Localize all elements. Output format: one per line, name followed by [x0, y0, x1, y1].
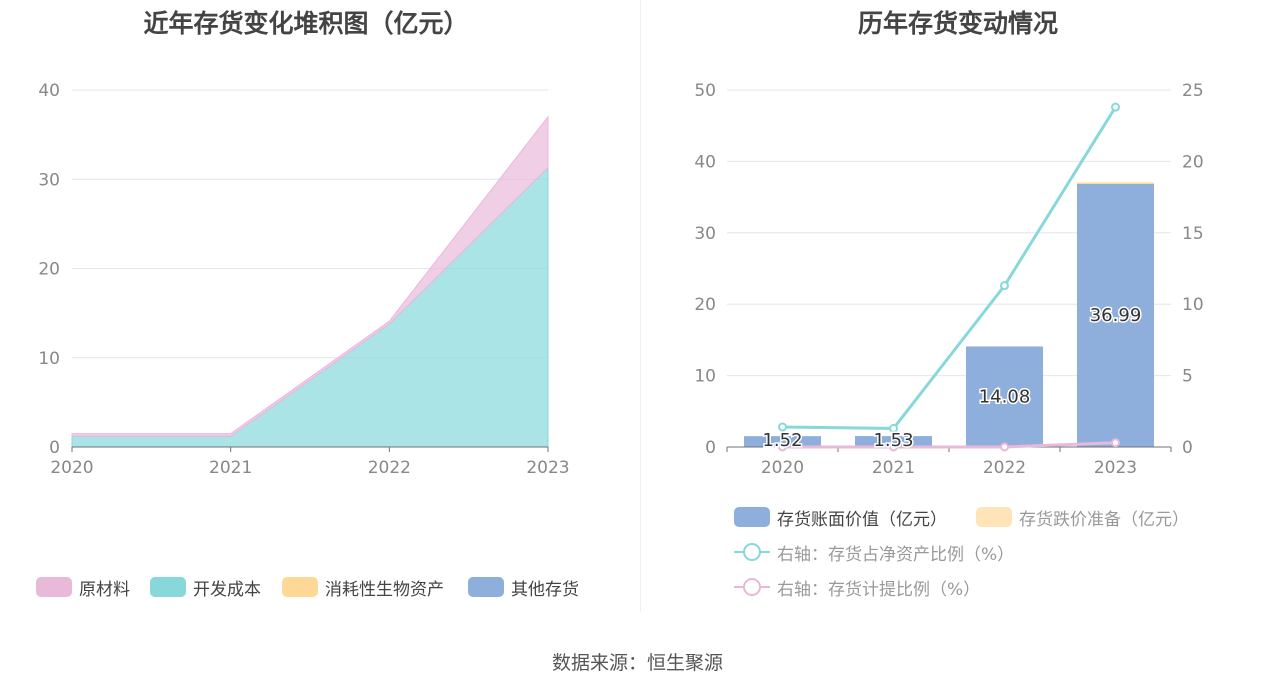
line-point: [778, 422, 787, 432]
line-point: [1000, 442, 1009, 452]
legend-item-net-asset-ratio[interactable]: 右轴：存货占净资产比例（%）: [734, 540, 1015, 565]
legend-line-swatch: [734, 542, 770, 562]
y2-tick-label: 15: [1182, 224, 1204, 244]
line-point: [778, 442, 787, 452]
line-point: [889, 423, 898, 433]
legend-swatch: [976, 507, 1012, 527]
legend-swatch: [734, 507, 770, 527]
legend-item-impairment-provision[interactable]: 存货跌价准备（亿元）: [976, 505, 1189, 530]
bar-data-label: 14.08: [979, 387, 1031, 408]
x-tick-label: 2021: [872, 458, 915, 478]
legend-swatch: [36, 577, 72, 597]
legend-label: 右轴：存货计提比例（%）: [777, 579, 981, 600]
y-tick-label: 30: [694, 224, 716, 244]
panel-divider: [640, 0, 641, 612]
legend-swatch: [150, 577, 186, 597]
left-stacked-area-chart: 0 10 20 30 40 2020 2021 2022 2023: [38, 81, 569, 478]
y-tick-label: 0: [49, 438, 60, 458]
y2-tick-label: 20: [1182, 152, 1204, 172]
legend-label: 右轴：存货占净资产比例（%）: [777, 544, 1015, 565]
y-tick-label: 0: [705, 438, 716, 458]
legend-label: 原材料: [79, 579, 130, 600]
bar-impairment-provision: [1077, 182, 1154, 185]
y-tick-label: 10: [38, 349, 60, 369]
x-tick-label: 2020: [50, 458, 93, 478]
y2-tick-label: 5: [1182, 367, 1193, 387]
x-tick-label: 2022: [368, 458, 411, 478]
legend-label: 存货跌价准备（亿元）: [1019, 509, 1189, 530]
line-point: [1000, 281, 1009, 291]
y2-tick-label: 10: [1182, 295, 1204, 315]
x-tick-label: 2020: [761, 458, 804, 478]
y-tick-label: 40: [694, 152, 716, 172]
left-chart-panel: 近年存货变化堆积图（亿元） 0 10 20 30 40 2020 2021 2022 2023 …: [0, 0, 640, 612]
x-tick-label: 2023: [1094, 458, 1137, 478]
y-tick-label: 40: [38, 81, 60, 101]
bar-book-value: [855, 436, 932, 447]
y-tick-label: 20: [694, 295, 716, 315]
legend-label: 其他存货: [511, 579, 579, 600]
legend-label: 消耗性生物资产: [325, 579, 444, 600]
line-point: [1111, 102, 1120, 112]
y2-tick-label: 0: [1182, 438, 1193, 458]
right-bar-line-chart: 0 10 20 30 40 50 0 5 10 15 20 25 2020 2021 2022 2023 1.5…: [694, 81, 1204, 478]
line-point: [1111, 438, 1120, 448]
legend-label: 开发成本: [193, 579, 261, 600]
line-net-asset-ratio: [782, 106, 1117, 430]
line-provision-ratio: [782, 441, 1116, 449]
y-tick-label: 50: [694, 81, 716, 101]
bar-data-label: 36.99: [1090, 305, 1142, 326]
line-point: [889, 442, 898, 452]
y-tick-label: 10: [694, 367, 716, 387]
area-series: [71, 115, 549, 437]
legend-item-other-inventory[interactable]: 其他存货: [468, 575, 579, 600]
legend-line-swatch: [734, 577, 770, 597]
x-tick-label: 2023: [526, 458, 569, 478]
x-tick-label: 2022: [983, 458, 1026, 478]
y-tick-label: 20: [38, 260, 60, 280]
legend-item-development-cost[interactable]: 开发成本: [150, 575, 261, 600]
left-chart-title: 近年存货变化堆积图（亿元）: [143, 9, 469, 38]
legend-label: 存货账面价值（亿元）: [777, 509, 947, 530]
right-chart-panel: 历年存货变动情况 0 10 20 30 40 50 0 5 10 15 20 25 2020 2021 20…: [641, 0, 1275, 612]
y2-tick-label: 25: [1182, 81, 1204, 101]
legend-item-biological-assets[interactable]: 消耗性生物资产: [282, 575, 444, 600]
legend-item-raw-materials[interactable]: 原材料: [36, 575, 130, 600]
bar-book-value: [966, 346, 1043, 447]
right-chart-title: 历年存货变动情况: [857, 9, 1058, 38]
legend-swatch: [282, 577, 318, 597]
bar-data-label: 1.52: [762, 430, 802, 451]
legend-item-provision-ratio[interactable]: 右轴：存货计提比例（%）: [734, 575, 981, 600]
bar-book-value: [1077, 182, 1154, 447]
bar-data-label: 1.53: [873, 430, 913, 451]
data-source-note: 数据来源：恒生聚源: [551, 652, 723, 674]
x-tick-label: 2021: [209, 458, 252, 478]
bar-book-value: [744, 436, 821, 447]
legend-swatch: [468, 577, 504, 597]
y-tick-label: 30: [38, 170, 60, 190]
legend-item-book-value[interactable]: 存货账面价值（亿元）: [734, 505, 947, 530]
